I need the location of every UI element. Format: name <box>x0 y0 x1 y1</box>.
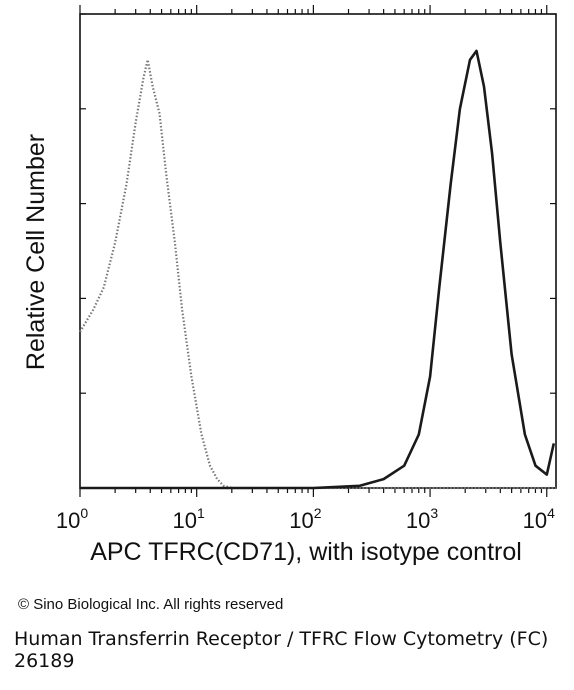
copyright-notice: © Sino Biological Inc. All rights reserv… <box>18 596 284 613</box>
x-axis-title: APC TFRC(CD71), with isotype control <box>90 538 522 566</box>
series-layer <box>79 49 556 490</box>
x-tick-label: 101 <box>173 505 205 533</box>
x-tick-label: 100 <box>56 505 88 533</box>
x-tick-label: 102 <box>289 505 321 533</box>
x-tick-label: 103 <box>406 505 438 533</box>
figure-caption: Human Transferrin Receptor / TFRC Flow C… <box>14 628 549 672</box>
x-axis-ticks <box>79 5 548 497</box>
x-tick-label: 104 <box>523 505 555 533</box>
flow-cytometry-histogram: 100 101 102 103 104 APC TFRC(CD71), with iso… <box>22 5 557 566</box>
x-tick-labels: 100 101 102 103 104 <box>56 505 555 533</box>
y-axis-title: Relative Cell Number <box>22 134 50 370</box>
isotype-control-histogram <box>79 58 556 490</box>
tfrc-stained-histogram <box>80 49 556 490</box>
